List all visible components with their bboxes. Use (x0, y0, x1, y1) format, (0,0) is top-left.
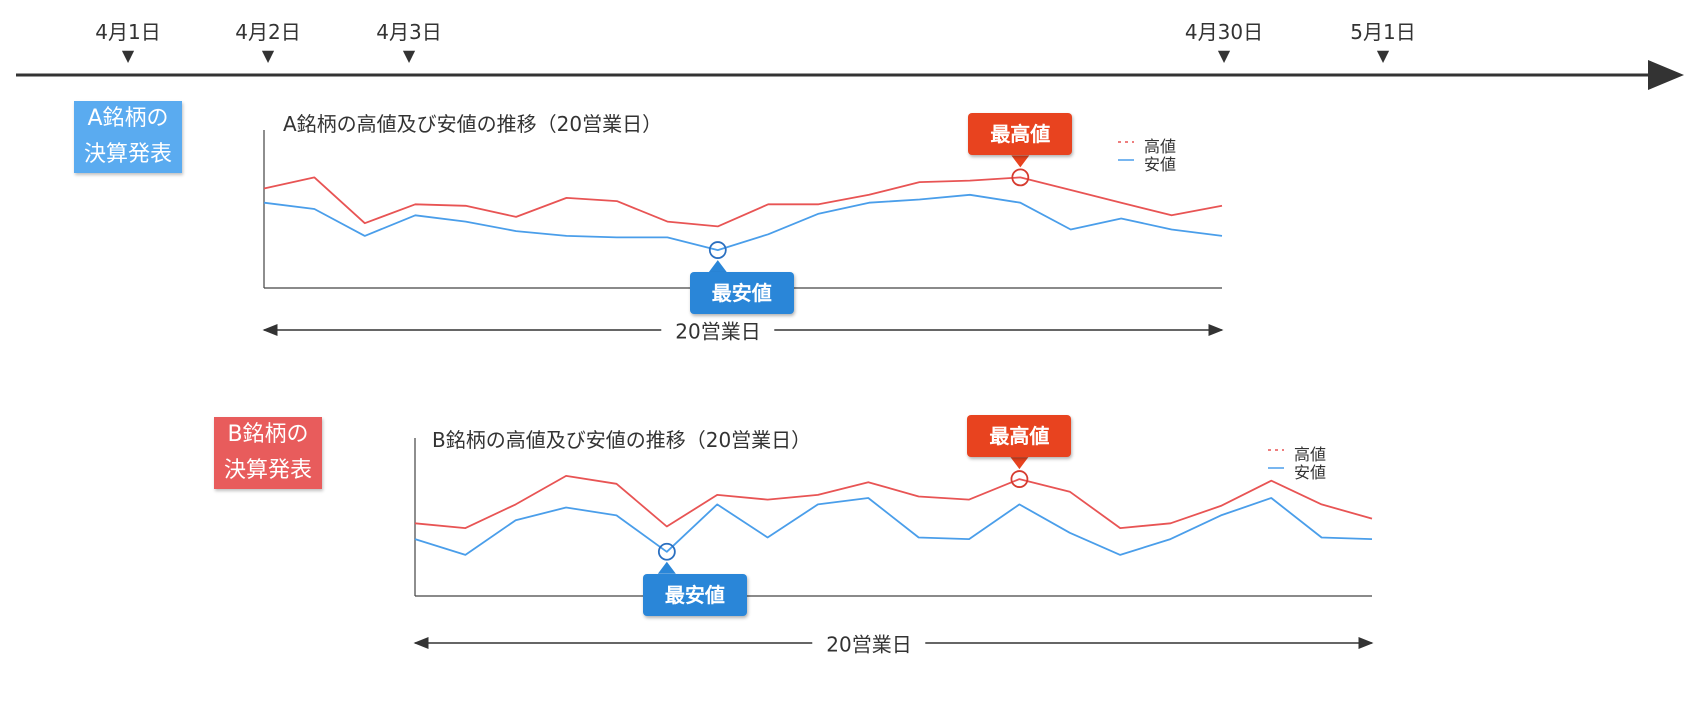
date-label-apr1: 4月1日 (95, 20, 161, 44)
date-marker-apr30: ▼ (1217, 46, 1231, 65)
chart-a-plot (263, 155, 1223, 273)
date-marker-apr1: ▼ (121, 46, 135, 65)
chart-a-lowest-callout-pointer (708, 260, 727, 273)
earnings-box-a: A銘柄の 決算発表 (74, 101, 182, 173)
chart-a-highest-callout-pointer (1011, 155, 1030, 168)
chart-a-series-low-line (263, 193, 1223, 252)
chart-b-series-high-line (414, 474, 1373, 529)
callout-a-lowest: 最安値 (689, 272, 794, 315)
legend-a-high-label: 高値 (1144, 137, 1177, 156)
legend-b-low-label: 安値 (1294, 463, 1327, 482)
chart-b-series-low-line (414, 497, 1373, 556)
legend-b-high-label: 高値 (1294, 445, 1327, 464)
chart-a-highest-point-marker (1011, 168, 1030, 187)
date-marker-may1: ▼ (1376, 46, 1390, 65)
date-label-apr3: 4月3日 (376, 20, 442, 44)
chart-a-axes (263, 130, 1222, 289)
date-marker-apr3: ▼ (402, 46, 416, 65)
date-label-apr30: 4月30日 (1184, 20, 1264, 44)
earnings-box-b-line2: 決算発表 (223, 458, 312, 483)
date-marker-apr2: ▼ (261, 46, 275, 65)
earnings-box-b: B銘柄の 決算発表 (214, 417, 322, 489)
chart-a-title: A銘柄の高値及び安値の推移（20営業日） (283, 112, 663, 136)
span-label-a: 20営業日 (661, 315, 775, 345)
chart-b-plot (414, 457, 1373, 574)
span-label-b: 20営業日 (812, 628, 926, 658)
date-label-apr2: 4月2日 (235, 20, 301, 44)
chart-b-highest-point-marker (1010, 470, 1029, 488)
legend-a-low-label: 安値 (1144, 155, 1177, 174)
earnings-box-a-line2: 決算発表 (83, 142, 172, 167)
chart-b-lowest-point-marker (657, 542, 676, 561)
earnings-box-a-line1: A銘柄の (87, 106, 169, 131)
chart-a-series-high-line (263, 176, 1223, 228)
callout-a-highest: 最高値 (968, 113, 1073, 156)
callout-b-highest: 最高値 (967, 415, 1072, 458)
chart-a-lowest-point-marker (708, 241, 727, 259)
chart-b-title: B銘柄の高値及び安値の推移（20営業日） (432, 428, 812, 452)
chart-b-axes (414, 438, 1372, 597)
earnings-box-b-line1: B銘柄の (227, 422, 309, 447)
chart-b-lowest-callout-pointer (657, 561, 676, 574)
callout-b-lowest: 最安値 (642, 573, 747, 616)
date-label-may1: 5月1日 (1350, 20, 1416, 44)
chart-b-highest-callout-pointer (1010, 457, 1029, 470)
